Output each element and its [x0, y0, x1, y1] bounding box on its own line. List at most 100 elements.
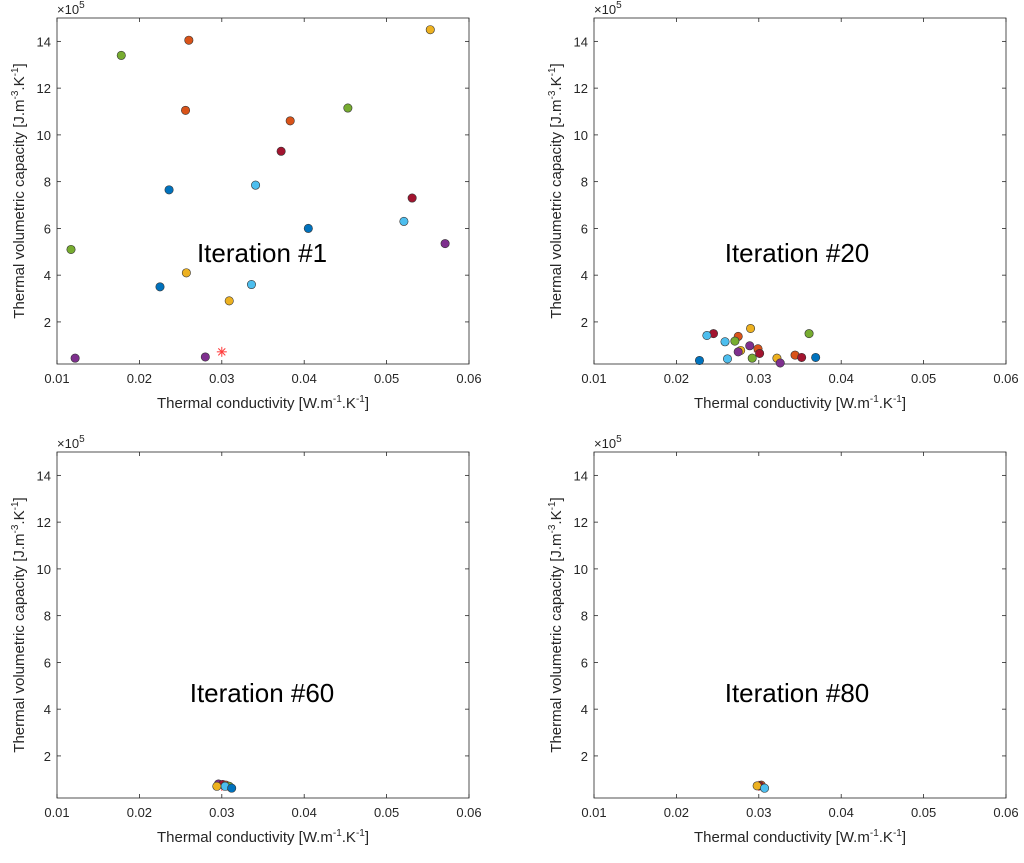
x-tick-label: 0.06 — [456, 371, 481, 386]
y-tick-label: 4 — [581, 268, 588, 283]
scatter-panel-1: 0.01 0.02 0.03 0.04 0.05 0.06 2 4 6 8 10 12 14 ×105 Th… — [10, 0, 482, 412]
target-marker — [216, 346, 227, 357]
data-point — [212, 781, 222, 791]
x-tick-label: 0.05 — [374, 805, 399, 820]
y-tick-label: 6 — [44, 655, 51, 670]
data-point — [760, 783, 770, 793]
data-point — [797, 352, 807, 362]
y-tick-label: 6 — [581, 221, 588, 236]
y-tick-label: 2 — [581, 749, 588, 764]
data-point — [227, 783, 237, 793]
x-tick-label: 0.02 — [127, 371, 152, 386]
x-tick-label: 0.04 — [829, 805, 854, 820]
data-point — [440, 239, 450, 249]
y-tick-label: 14 — [37, 468, 51, 483]
y-tick-label: 12 — [37, 81, 51, 96]
data-point — [804, 329, 814, 339]
axes-box — [56, 451, 470, 799]
x-tick-label: 0.03 — [209, 371, 234, 386]
data-point — [70, 353, 80, 363]
panel-title: Iteration #1 — [197, 238, 327, 268]
x-tick-label: 0.02 — [664, 805, 689, 820]
y-tick-label: 12 — [574, 81, 588, 96]
x-tick-label: 0.02 — [127, 805, 152, 820]
y-tick-label: 12 — [37, 515, 51, 530]
data-point — [181, 268, 191, 278]
data-point — [303, 223, 313, 233]
y-tick-label: 6 — [581, 655, 588, 670]
x-tick-label: 0.03 — [209, 805, 234, 820]
x-axis-label: Thermal conductivity [W.m-1.K-1] — [694, 828, 906, 846]
data-point — [200, 352, 210, 362]
x-tick-label: 0.04 — [292, 371, 317, 386]
x-tick-label: 0.05 — [374, 371, 399, 386]
data-point — [702, 330, 712, 340]
x-tick-label: 0.06 — [456, 805, 481, 820]
y-tick-label: 8 — [581, 175, 588, 190]
data-point — [733, 347, 743, 357]
y-tick-label: 14 — [574, 468, 588, 483]
data-point — [747, 353, 757, 363]
y-tick-label: 12 — [574, 515, 588, 530]
data-point — [722, 354, 732, 364]
x-tick-label: 0.01 — [581, 371, 606, 386]
y-tick-label: 14 — [574, 34, 588, 49]
x-tick-label: 0.03 — [746, 371, 771, 386]
y-tick-label: 2 — [44, 749, 51, 764]
data-point — [399, 216, 409, 226]
y-exponent-value: 5 — [616, 0, 622, 11]
data-point — [425, 25, 435, 35]
data-point — [246, 280, 256, 290]
data-point — [811, 352, 821, 362]
data-point — [184, 35, 194, 45]
x-tick-label: 0.05 — [911, 371, 936, 386]
y-exponent-value: 5 — [616, 434, 622, 445]
data-point — [775, 358, 785, 368]
y-tick-label: 10 — [574, 562, 588, 577]
scatter-panel-2: 0.01 0.02 0.03 0.04 0.05 0.06 2 4 6 8 10 12 14 ×105 Th… — [547, 0, 1019, 412]
data-point — [407, 193, 417, 203]
data-point — [116, 50, 126, 60]
data-point — [155, 282, 165, 292]
y-exponent-label: ×105 — [57, 0, 85, 17]
scatter-panel-4: 0.01 0.02 0.03 0.04 0.05 0.06 2 4 6 8 10 12 14 ×105 Th… — [547, 434, 1019, 846]
data-point — [276, 146, 286, 156]
x-tick-label: 0.03 — [746, 805, 771, 820]
data-point — [343, 103, 353, 113]
x-tick-label: 0.06 — [993, 371, 1018, 386]
data-point — [746, 323, 756, 333]
y-tick-label: 8 — [581, 609, 588, 624]
data-point — [755, 348, 765, 358]
y-axis-label: Thermal volumetric capacity [J.m-3.K-1] — [10, 497, 28, 752]
data-point — [224, 296, 234, 306]
x-axis-label: Thermal conductivity [W.m-1.K-1] — [694, 394, 906, 412]
data-point — [694, 355, 704, 365]
y-axis-label: Thermal volumetric capacity [J.m-3.K-1] — [547, 497, 565, 752]
y-tick-label: 10 — [574, 128, 588, 143]
y-exponent-label: ×105 — [594, 0, 622, 17]
x-tick-label: 0.04 — [292, 805, 317, 820]
data-point — [66, 244, 76, 254]
y-tick-label: 4 — [581, 702, 588, 717]
data-point — [730, 336, 740, 346]
data-point — [745, 341, 755, 351]
x-tick-label: 0.04 — [829, 371, 854, 386]
y-exponent-label: ×105 — [57, 434, 85, 451]
x-tick-label: 0.01 — [44, 805, 69, 820]
data-point — [285, 116, 295, 126]
y-tick-label: 2 — [581, 315, 588, 330]
y-tick-label: 14 — [37, 34, 51, 49]
panel-title: Iteration #80 — [725, 678, 870, 708]
y-tick-label: 6 — [44, 221, 51, 236]
panel-title: Iteration #20 — [725, 238, 870, 268]
y-tick-label: 4 — [44, 268, 51, 283]
x-tick-label: 0.01 — [44, 371, 69, 386]
x-tick-label: 0.01 — [581, 805, 606, 820]
x-tick-label: 0.06 — [993, 805, 1018, 820]
x-tick-label: 0.02 — [664, 371, 689, 386]
y-tick-label: 2 — [44, 315, 51, 330]
data-point — [164, 185, 174, 195]
data-point — [181, 105, 191, 115]
x-axis-label: Thermal conductivity [W.m-1.K-1] — [157, 394, 369, 412]
